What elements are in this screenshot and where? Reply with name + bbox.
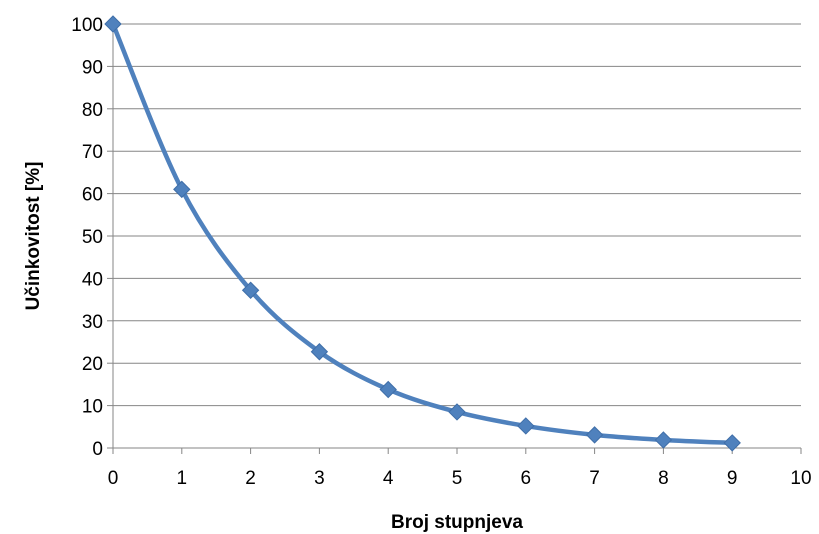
data-point-8 [654,431,673,449]
x-axis-title: Broj stupnjeva [391,512,523,533]
data-point-3 [310,343,329,361]
data-point-2 [241,281,260,299]
data-point-4 [379,380,397,399]
y-tick-label-20: 20 [82,354,103,375]
x-tick-label-4: 4 [383,468,394,489]
y-tick-label-40: 40 [82,269,103,290]
x-tick-label-3: 3 [314,468,325,489]
x-tick-label-2: 2 [245,468,256,489]
series-layer [104,15,741,452]
data-point-9 [723,434,741,452]
x-tick-label-6: 6 [521,468,532,489]
y-tick-label-60: 60 [82,185,103,206]
x-tick-label-8: 8 [658,468,669,489]
x-tick-label-10: 10 [790,468,811,489]
data-point-0 [104,15,122,33]
y-tick-label-70: 70 [82,142,103,163]
x-tick-label-0: 0 [108,468,119,489]
data-point-6 [517,417,535,435]
data-point-7 [585,426,604,444]
y-axis-title: Učinkovitost [%] [23,162,44,311]
x-tick-label-9: 9 [727,468,738,489]
y-tick-label-10: 10 [82,397,103,418]
series-line-0 [110,21,735,446]
y-tick-labels: 0 10 20 30 40 50 60 70 80 90 100 [71,15,103,460]
data-point-5 [448,403,466,421]
y-tick-label-100: 100 [71,15,103,36]
y-tick-label-80: 80 [82,100,103,121]
y-tick-label-30: 30 [82,312,103,333]
y-tick-label-0: 0 [92,439,103,460]
x-tick-labels: 0 1 2 3 4 5 6 7 8 9 10 [108,468,812,489]
y-tick-label-50: 50 [82,227,103,248]
x-tick-label-1: 1 [177,468,188,489]
axes [107,23,802,454]
x-tick-label-7: 7 [589,468,600,489]
data-point-1 [173,180,191,199]
y-tick-label-90: 90 [82,57,103,78]
x-tick-label-5: 5 [452,468,463,489]
gridlines [113,23,801,407]
